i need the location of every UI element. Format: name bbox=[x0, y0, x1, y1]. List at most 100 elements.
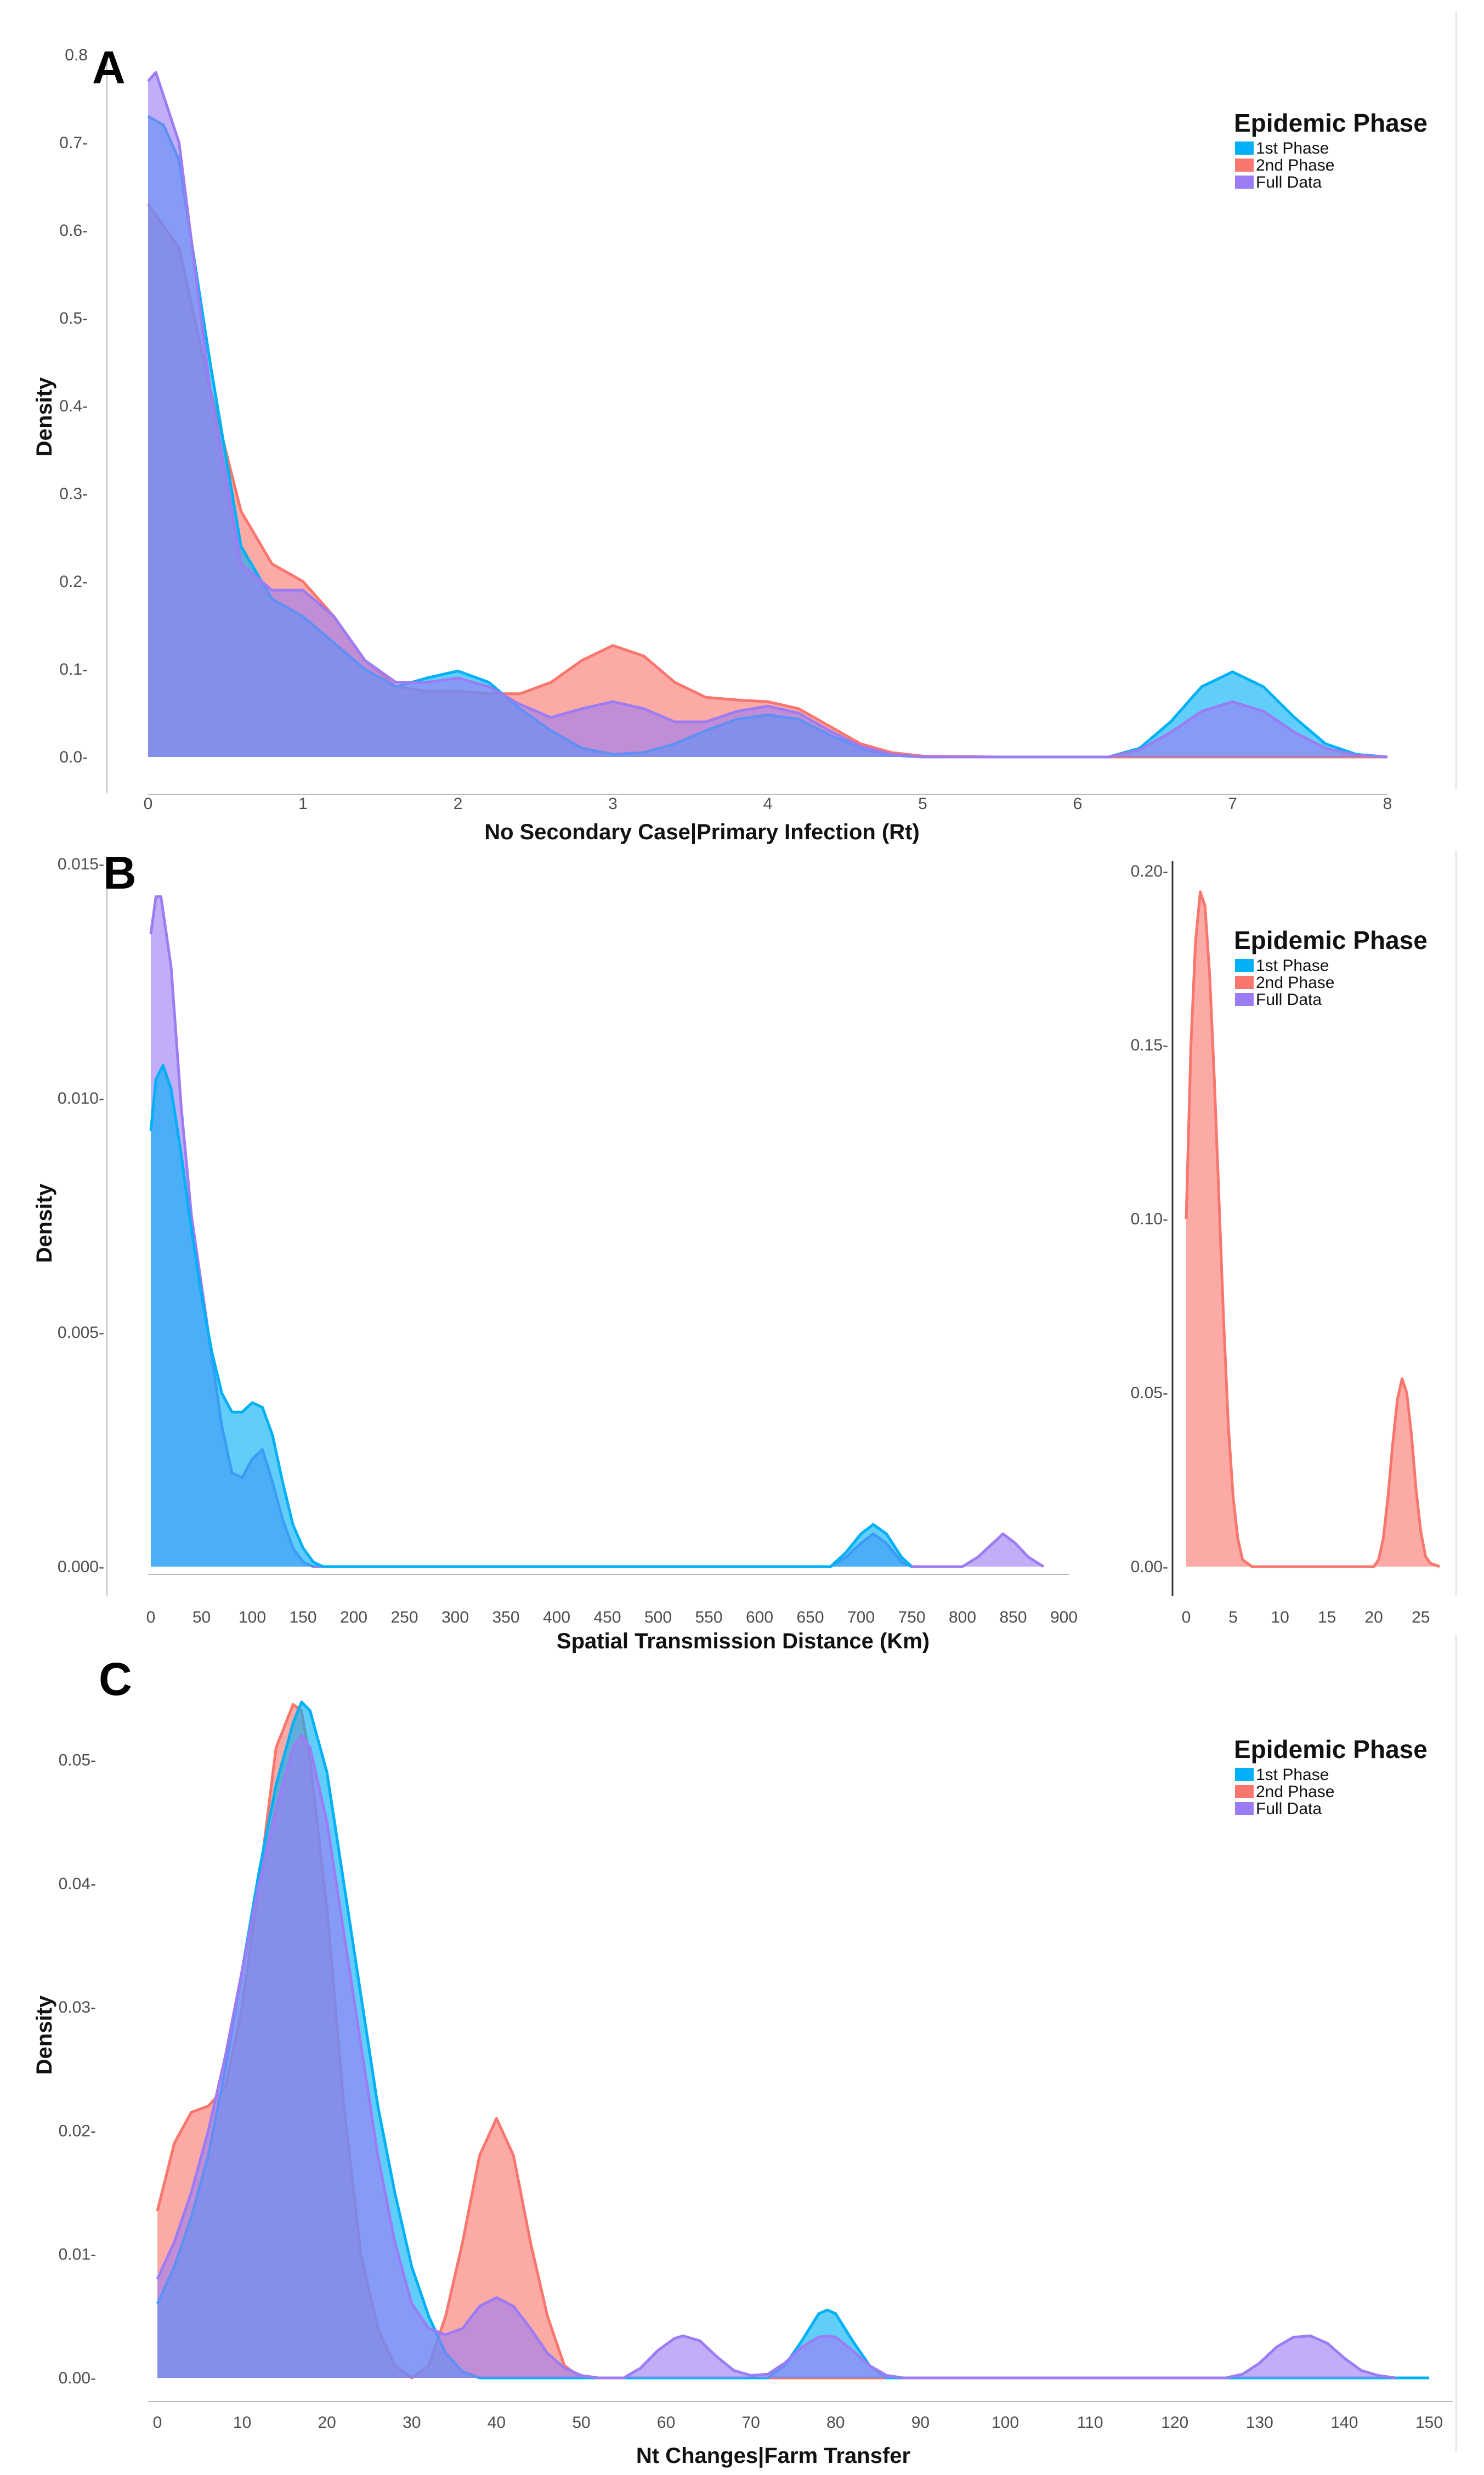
panel-b-x-tick-label: 600 bbox=[746, 1608, 773, 1626]
panel-a-x-ticks: 0 1 2 3 4 5 6 7 8 bbox=[144, 795, 1392, 813]
panel-a-legend-key-full-data bbox=[1235, 176, 1254, 189]
panel-b-x-tick-label: 500 bbox=[644, 1608, 672, 1626]
panel-b-x-tick-label: 800 bbox=[949, 1608, 976, 1626]
panel-a-x-tick-label: 2 bbox=[454, 795, 463, 813]
panel-b-x-tick-label: 750 bbox=[898, 1608, 925, 1626]
panel-c-x-tick-label: 10 bbox=[233, 2414, 251, 2432]
panel-a-x-tick-label: 7 bbox=[1228, 795, 1237, 813]
panel-c-legend: Epidemic Phase 1st Phase 2nd Phase Full … bbox=[1234, 1735, 1428, 1818]
panel-b-x-tick-label: 50 bbox=[192, 1608, 211, 1626]
panel-b-legend-label-1st-phase: 1st Phase bbox=[1256, 957, 1329, 975]
panel-a-y-tick-label: 0.6- bbox=[59, 222, 88, 240]
panel-c-x-tick-label: 60 bbox=[657, 2414, 675, 2432]
panel-b-inset-x-tick-label: 10 bbox=[1271, 1608, 1289, 1626]
panel-b-inset-x-ticks: 0 5 10 15 20 25 bbox=[1182, 1608, 1430, 1626]
panel-a-x-tick-label: 0 bbox=[144, 795, 153, 813]
panel-a-y-axis-title: Density bbox=[32, 377, 56, 456]
panel-a-x-tick-label: 1 bbox=[298, 795, 308, 813]
panel-c-letter: C bbox=[99, 1653, 132, 1705]
panel-a-x-tick-label: 8 bbox=[1383, 795, 1392, 813]
panel-a-y-tick-label: 0.0- bbox=[59, 748, 88, 766]
panel-a-legend-key-2nd-phase bbox=[1235, 159, 1254, 172]
panel-b-line-1st-phase bbox=[149, 1064, 913, 1568]
panel-b-x-tick-label: 700 bbox=[847, 1608, 875, 1626]
panel-a-y-ticks: 0.0- 0.1- 0.2- 0.3- 0.4- 0.5- 0.6- 0.7- 0.8 bbox=[59, 46, 88, 766]
panel-c: 0 10 20 30 40 50 60 70 80 90 100 110 120 130 140 150 0.… bbox=[32, 1653, 1453, 2468]
panel-c-x-tick-label: 20 bbox=[318, 2414, 336, 2432]
panel-a-y-tick-label: 0.7- bbox=[59, 134, 88, 152]
panel-b-x-tick-label: 300 bbox=[441, 1608, 469, 1626]
panel-b-legend-label-full-data: Full Data bbox=[1256, 991, 1322, 1009]
panel-b-inset-x-tick-label: 5 bbox=[1228, 1608, 1238, 1626]
panel-c-area-full-data bbox=[157, 1735, 1396, 2378]
panel-b-x-axis-title: Spatial Transmission Distance (Km) bbox=[557, 1629, 930, 1653]
panel-b-x-tick-label: 250 bbox=[390, 1608, 418, 1626]
panel-b-y-tick-label: 0.015- bbox=[58, 855, 104, 873]
panel-b-area-1st-phase bbox=[151, 1065, 912, 1567]
panel-b-inset-y-ticks: 0.00- 0.05- 0.10- 0.15- 0.20- bbox=[1131, 862, 1168, 1576]
panel-a-y-tick-label: 0.5- bbox=[59, 309, 88, 327]
panel-b-inset-y-tick-label: 0.20- bbox=[1131, 862, 1168, 880]
panel-c-marks bbox=[156, 1700, 1429, 2380]
panel-b-letter: B bbox=[103, 847, 137, 899]
panel-c-legend-key-full-data bbox=[1235, 1802, 1254, 1815]
panel-a-x-axis-title: No Secondary Case|Primary Infection (Rt) bbox=[484, 820, 920, 844]
panel-c-x-tick-label: 40 bbox=[488, 2414, 506, 2432]
panel-b-inset-x-tick-label: 25 bbox=[1412, 1608, 1430, 1626]
panel-a-x-tick-label: 3 bbox=[608, 795, 618, 813]
panel-b-y-ticks: 0.000- 0.005- 0.010- 0.015- bbox=[58, 855, 104, 1576]
panel-c-x-tick-label: 100 bbox=[992, 2414, 1019, 2432]
panel-b-inset: 0 5 10 15 20 25 0.00- 0.05- 0.10- 0.15- 0.20- Epi… bbox=[1131, 850, 1457, 1626]
panel-b-inset-area-2nd-phase bbox=[1186, 892, 1440, 1567]
panel-b-marks bbox=[149, 895, 1045, 1568]
panel-a-legend-label-1st-phase: 1st Phase bbox=[1256, 139, 1329, 157]
panel-b-x-tick-label: 150 bbox=[289, 1608, 316, 1626]
panel-c-legend-key-1st-phase bbox=[1235, 1768, 1254, 1781]
panel-b-x-tick-label: 900 bbox=[1050, 1608, 1078, 1626]
panel-a-area-full-data bbox=[148, 72, 1387, 757]
panel-c-x-tick-label: 50 bbox=[572, 2414, 590, 2432]
panel-a-line-2nd-phase bbox=[146, 203, 1387, 759]
panel-a-legend-label-full-data: Full Data bbox=[1256, 173, 1322, 191]
panel-c-x-tick-label: 150 bbox=[1415, 2414, 1443, 2432]
panel-c-legend-title: Epidemic Phase bbox=[1234, 1735, 1428, 1764]
panel-c-legend-label-2nd-phase: 2nd Phase bbox=[1256, 1783, 1334, 1801]
panel-a-legend-title: Epidemic Phase bbox=[1234, 109, 1428, 137]
panel-b-x-tick-label: 100 bbox=[239, 1608, 266, 1626]
panel-b-legend-title: Epidemic Phase bbox=[1234, 926, 1428, 954]
panel-b-inset-x-tick-label: 15 bbox=[1318, 1608, 1336, 1626]
panel-b-inset-marks bbox=[1185, 890, 1440, 1568]
panel-b-x-tick-label: 450 bbox=[593, 1608, 621, 1626]
panel-c-legend-label-full-data: Full Data bbox=[1256, 1800, 1322, 1818]
panel-c-y-tick-label: 0.01- bbox=[59, 2246, 96, 2264]
panel-b: 0 50 100 150 200 250 300 350 400 450 500 550 600 650 7… bbox=[32, 847, 1078, 1653]
panel-b-legend-key-2nd-phase bbox=[1235, 976, 1254, 989]
panel-b-inset-y-tick-label: 0.10- bbox=[1131, 1210, 1168, 1228]
panel-c-x-tick-label: 80 bbox=[826, 2414, 845, 2432]
panel-c-legend-label-1st-phase: 1st Phase bbox=[1256, 1766, 1329, 1784]
panel-b-inset-y-tick-label: 0.00- bbox=[1131, 1558, 1168, 1576]
panel-a-x-tick-label: 6 bbox=[1073, 795, 1083, 813]
panel-c-y-tick-label: 0.05- bbox=[59, 1751, 96, 1770]
panel-c-x-ticks: 0 10 20 30 40 50 60 70 80 90 100 110 120 130 140 150 bbox=[153, 2414, 1443, 2432]
panel-a-line-full-data bbox=[147, 71, 1388, 759]
panel-c-x-tick-label: 140 bbox=[1330, 2414, 1358, 2432]
panel-a-y-tick-label: 0.3- bbox=[59, 485, 88, 503]
panel-c-y-tick-label: 0.04- bbox=[59, 1875, 96, 1893]
panel-b-x-tick-label: 350 bbox=[492, 1608, 519, 1626]
panel-b-legend-key-full-data bbox=[1235, 993, 1254, 1006]
panel-b-y-tick-label: 0.000- bbox=[58, 1558, 104, 1576]
panel-b-x-tick-label: 650 bbox=[796, 1608, 824, 1626]
panel-b-legend-label-2nd-phase: 2nd Phase bbox=[1256, 974, 1334, 992]
panel-c-x-tick-label: 0 bbox=[153, 2414, 162, 2432]
panel-c-area-2nd-phase bbox=[157, 1704, 1429, 2378]
panel-c-x-tick-label: 130 bbox=[1246, 2414, 1273, 2432]
panel-c-y-axis-title: Density bbox=[32, 1995, 56, 2075]
panel-b-x-tick-label: 850 bbox=[999, 1608, 1027, 1626]
panel-b-y-axis-title: Density bbox=[32, 1183, 56, 1263]
panel-b-inset-x-tick-label: 20 bbox=[1365, 1608, 1383, 1626]
panel-c-x-tick-label: 90 bbox=[911, 2414, 930, 2432]
panel-a-x-tick-label: 5 bbox=[918, 795, 927, 813]
